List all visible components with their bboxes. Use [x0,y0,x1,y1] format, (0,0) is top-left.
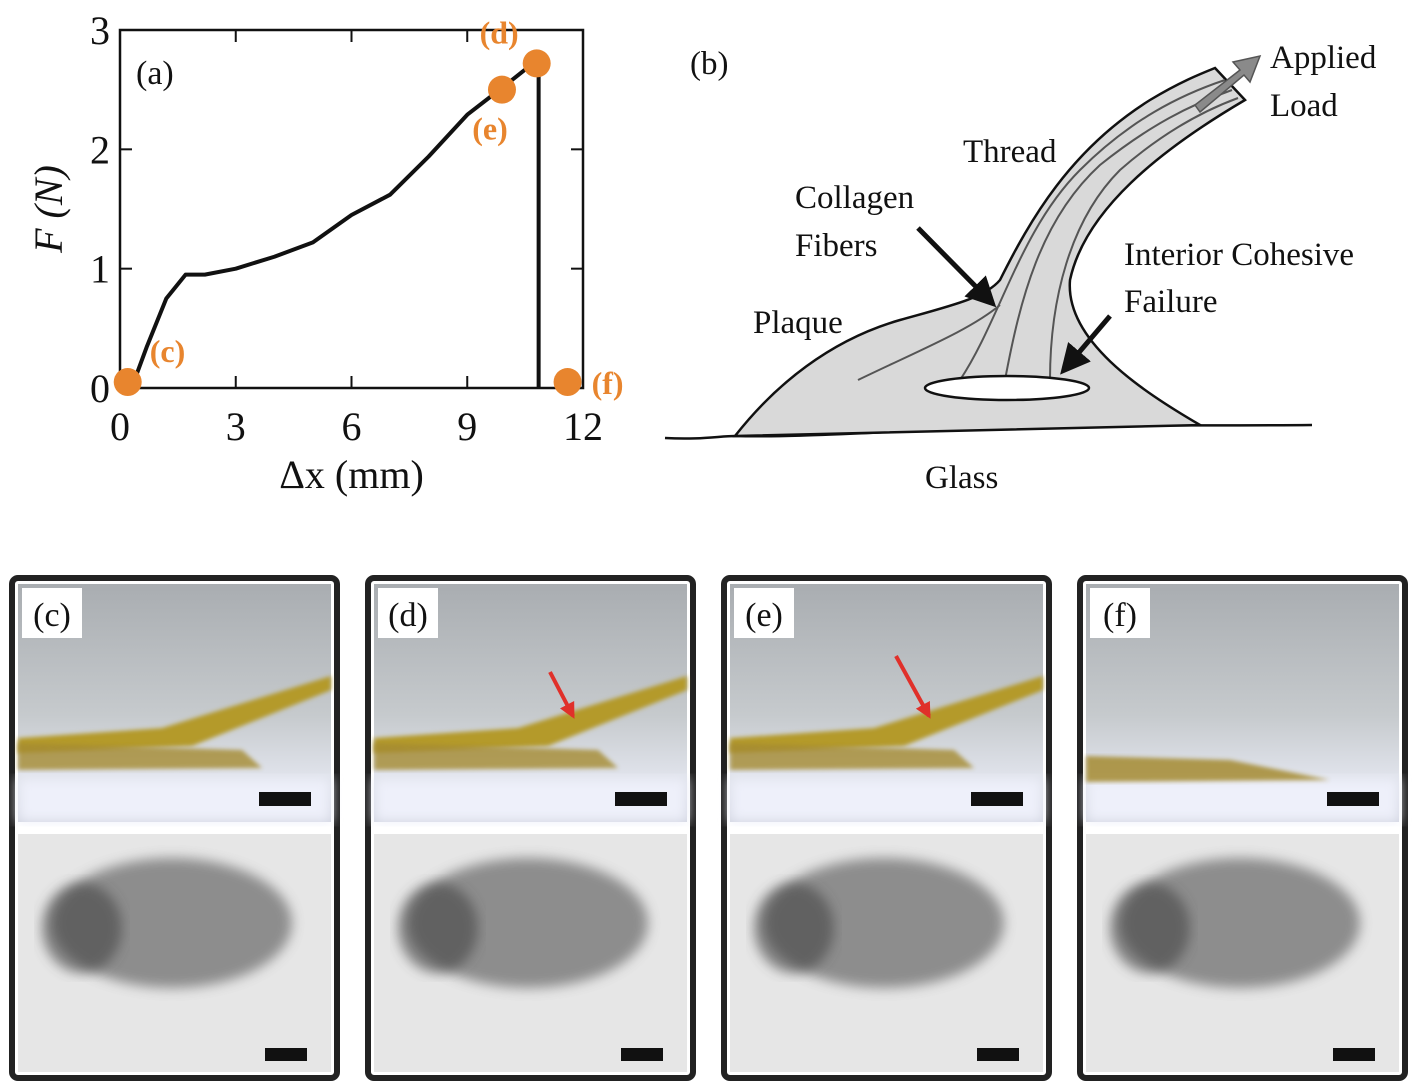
scale-bar [1333,1048,1375,1061]
point-marker [487,75,516,104]
x-axis-label: Δx (mm) [279,452,424,497]
photo-panel: (f) [1077,575,1408,1081]
label: Glass [925,460,998,496]
fiber [857,304,1001,381]
panel-label: (a) [136,55,174,92]
label: Interior Cohesive [1124,237,1354,273]
y-axis-label: F (N) [26,165,71,254]
panel-label: (d) [388,597,428,634]
label: Load [1270,88,1338,124]
point-marker [553,368,582,397]
pointer-arrow [916,226,997,308]
photo-row: (c) (d) (e) (f) [9,575,1408,1081]
scale-bar [265,1048,307,1061]
y-tick-label: 3 [90,8,110,53]
label-box [1090,588,1150,638]
label-box [734,588,794,638]
y-tick-label: 1 [90,247,110,292]
photo-panel: (c) [9,575,340,1081]
panel-label: (f) [1103,597,1137,634]
plaque-image [730,743,974,770]
label-box [378,588,438,638]
thread-image [18,676,331,753]
thread-image [374,676,687,753]
x-tick-label: 12 [563,404,603,449]
plaque-edge [754,883,834,973]
x-tick-label: 3 [226,404,246,449]
scale-bar [615,792,667,806]
point-label: (d) [480,14,519,50]
load-arrow [1193,54,1262,114]
photo-panel: (e) [721,575,1052,1081]
data-line [129,61,541,389]
photo-panel: (d) [365,575,696,1081]
point-label: (e) [472,111,508,147]
plaque-shape [732,66,1247,438]
plaque-image [374,743,618,770]
label: Applied [1270,40,1377,76]
fiber [1049,97,1239,381]
fiber [1004,89,1233,381]
label: Collagen [795,180,914,216]
label: Thread [963,134,1057,170]
panel-label: (e) [745,597,783,634]
pointer-arrow [1060,314,1112,375]
diagram: (b) Applied Load Thread Collagen Fibers … [664,40,1377,496]
scale-bar [1327,792,1379,806]
red-arrow [548,671,575,719]
panel-label: (b) [690,46,728,82]
plaque-image [18,743,262,770]
label: Fibers [795,228,878,264]
x-tick-label: 0 [110,404,130,449]
plaque-image [1086,756,1330,782]
x-tick-label: 9 [457,404,477,449]
red-arrow [894,655,931,719]
x-tick-label: 6 [342,404,362,449]
scale-bar [259,792,311,806]
label: Failure [1124,284,1217,320]
plaque-edge [1110,883,1190,973]
label-box [22,588,82,638]
plaque-edge [42,883,122,973]
panel-label: (c) [33,597,71,634]
failure-void [923,374,1091,402]
point-label: (f) [592,365,624,401]
plaque-edge [398,883,478,973]
fiber [959,79,1226,381]
point-label: (c) [150,333,186,369]
label: Plaque [753,305,843,341]
scale-bar [621,1048,663,1061]
point-marker [522,49,551,78]
y-tick-label: 2 [90,127,110,172]
scale-bar [971,792,1023,806]
y-tick-label: 0 [90,366,110,411]
thread-image [730,676,1043,753]
scale-bar [977,1048,1019,1061]
point-marker [113,368,142,397]
